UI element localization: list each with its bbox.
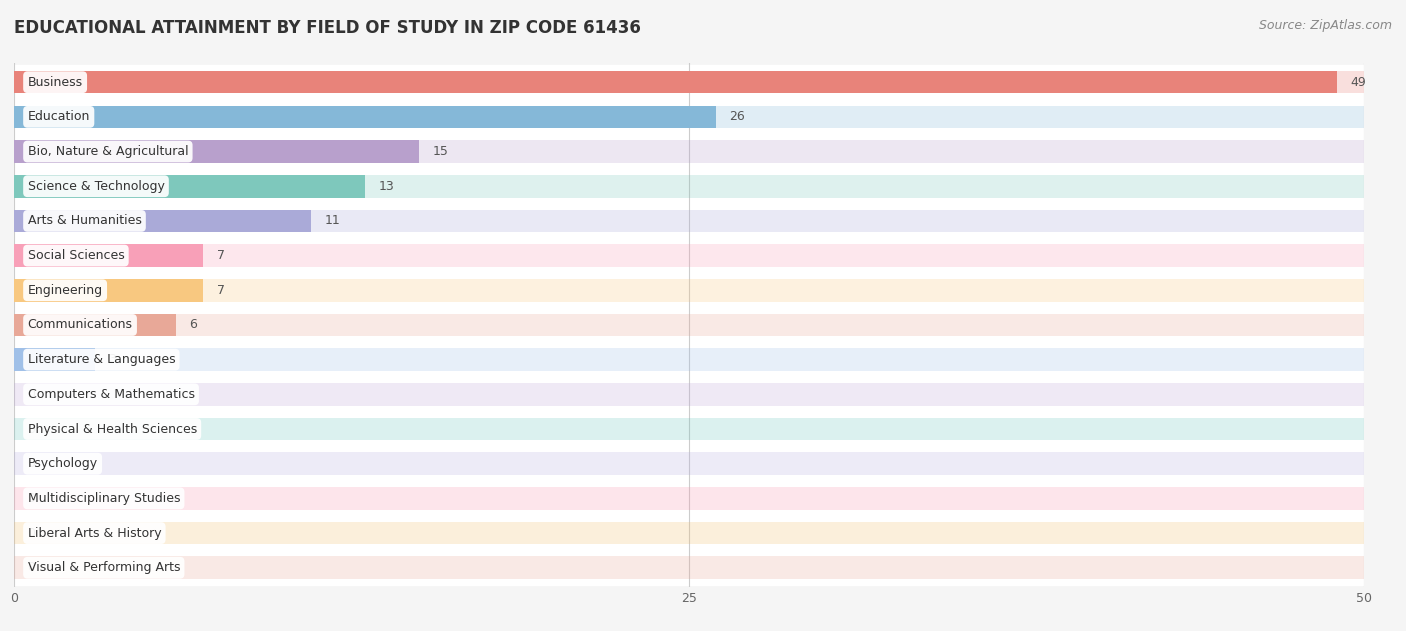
Bar bbox=[14, 314, 1364, 336]
Bar bbox=[14, 71, 1337, 93]
Text: EDUCATIONAL ATTAINMENT BY FIELD OF STUDY IN ZIP CODE 61436: EDUCATIONAL ATTAINMENT BY FIELD OF STUDY… bbox=[14, 19, 641, 37]
Text: Physical & Health Sciences: Physical & Health Sciences bbox=[28, 423, 197, 435]
Bar bbox=[14, 481, 1364, 516]
Bar bbox=[14, 140, 1364, 163]
Bar bbox=[14, 411, 1364, 446]
Bar bbox=[14, 105, 1364, 128]
Text: Social Sciences: Social Sciences bbox=[28, 249, 124, 262]
Text: 26: 26 bbox=[730, 110, 745, 123]
Bar bbox=[14, 71, 1364, 93]
Text: Literature & Languages: Literature & Languages bbox=[28, 353, 176, 366]
Bar bbox=[14, 244, 202, 267]
Bar bbox=[14, 383, 1364, 406]
Bar bbox=[14, 209, 311, 232]
Bar bbox=[14, 550, 1364, 585]
Text: 15: 15 bbox=[433, 145, 449, 158]
Bar bbox=[14, 348, 96, 371]
Text: Science & Technology: Science & Technology bbox=[28, 180, 165, 192]
Bar bbox=[14, 65, 1364, 100]
Bar bbox=[14, 239, 1364, 273]
Bar bbox=[14, 140, 419, 163]
Text: Source: ZipAtlas.com: Source: ZipAtlas.com bbox=[1258, 19, 1392, 32]
Bar bbox=[14, 134, 1364, 169]
Text: 7: 7 bbox=[217, 284, 225, 297]
Text: 0: 0 bbox=[28, 457, 35, 470]
Bar bbox=[14, 522, 1364, 545]
Bar bbox=[14, 557, 1364, 579]
Bar bbox=[14, 175, 366, 198]
Text: 0: 0 bbox=[28, 388, 35, 401]
Text: 49: 49 bbox=[1350, 76, 1367, 89]
Text: Engineering: Engineering bbox=[28, 284, 103, 297]
Bar bbox=[14, 446, 1364, 481]
Text: Computers & Mathematics: Computers & Mathematics bbox=[28, 388, 194, 401]
Bar bbox=[14, 487, 1364, 510]
Bar bbox=[14, 175, 1364, 198]
Text: 3: 3 bbox=[108, 353, 117, 366]
Bar bbox=[14, 273, 1364, 308]
Text: Visual & Performing Arts: Visual & Performing Arts bbox=[28, 561, 180, 574]
Bar bbox=[14, 169, 1364, 204]
Bar bbox=[14, 279, 202, 302]
Text: Psychology: Psychology bbox=[28, 457, 97, 470]
Text: 7: 7 bbox=[217, 249, 225, 262]
Text: Multidisciplinary Studies: Multidisciplinary Studies bbox=[28, 492, 180, 505]
Text: 6: 6 bbox=[190, 319, 197, 331]
Bar bbox=[14, 342, 1364, 377]
Bar bbox=[14, 418, 1364, 440]
Bar bbox=[14, 314, 176, 336]
Bar bbox=[14, 209, 1364, 232]
Bar bbox=[14, 308, 1364, 342]
Text: Bio, Nature & Agricultural: Bio, Nature & Agricultural bbox=[28, 145, 188, 158]
Text: 0: 0 bbox=[28, 492, 35, 505]
Text: 0: 0 bbox=[28, 527, 35, 540]
Text: Liberal Arts & History: Liberal Arts & History bbox=[28, 527, 162, 540]
Text: 11: 11 bbox=[325, 215, 340, 227]
Text: 0: 0 bbox=[28, 561, 35, 574]
Bar bbox=[14, 100, 1364, 134]
Text: 0: 0 bbox=[28, 423, 35, 435]
Text: Business: Business bbox=[28, 76, 83, 89]
Text: Communications: Communications bbox=[28, 319, 132, 331]
Bar bbox=[14, 348, 1364, 371]
Text: 13: 13 bbox=[378, 180, 394, 192]
Bar bbox=[14, 244, 1364, 267]
Bar bbox=[14, 377, 1364, 411]
Bar bbox=[14, 279, 1364, 302]
Bar bbox=[14, 105, 716, 128]
Bar bbox=[14, 204, 1364, 239]
Text: Arts & Humanities: Arts & Humanities bbox=[28, 215, 142, 227]
Bar bbox=[14, 516, 1364, 550]
Bar bbox=[14, 452, 1364, 475]
Text: Education: Education bbox=[28, 110, 90, 123]
